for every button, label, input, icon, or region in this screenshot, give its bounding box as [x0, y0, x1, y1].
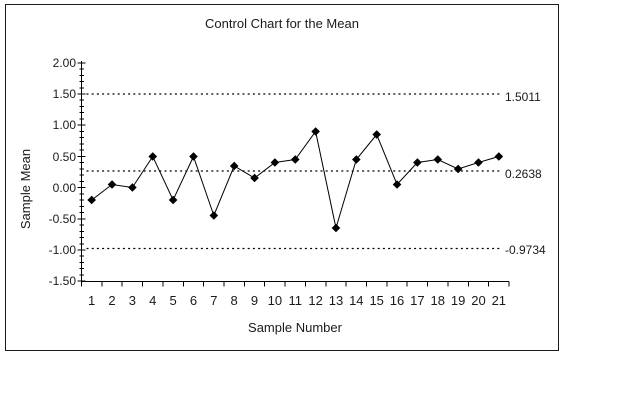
chart-frame: [5, 4, 559, 351]
x-axis-tick-label: 6: [189, 293, 198, 308]
data-point-marker: [209, 211, 219, 220]
x-axis-tick-label: 15: [369, 293, 384, 308]
y-axis-tick-label: 1.50: [52, 87, 76, 101]
data-point-marker: [331, 223, 341, 233]
y-axis-tick-label: 2.00: [52, 56, 76, 70]
x-axis-tick-label: 9: [250, 293, 259, 308]
data-point-marker: [87, 195, 96, 205]
data-point-marker: [270, 158, 280, 167]
data-point-marker: [372, 130, 381, 139]
data-point-marker: [148, 152, 158, 161]
data-point-marker: [433, 155, 443, 164]
data-point-marker: [311, 127, 320, 136]
upper-control-limit-label: 1.5011: [505, 90, 541, 104]
data-point-marker: [413, 158, 422, 167]
x-axis-tick-label: 5: [169, 293, 177, 308]
y-axis-tick-label: 0.50: [52, 149, 76, 164]
data-point-marker: [189, 152, 198, 161]
data-point-marker: [392, 180, 402, 189]
y-axis-tick-label: 1.00: [52, 118, 76, 132]
x-axis-tick-label: 12: [308, 293, 323, 308]
x-axis-tick-label: 17: [410, 293, 425, 308]
data-point-marker: [107, 180, 117, 189]
y-axis-tick-label: -1.00: [48, 243, 76, 257]
data-point-marker: [250, 173, 259, 183]
data-point-marker: [290, 155, 300, 164]
x-axis-tick-label: 10: [267, 293, 283, 308]
x-axis-tick-label: 8: [230, 293, 238, 308]
x-axis-tick-label: 18: [430, 293, 445, 308]
data-point-marker: [128, 183, 137, 192]
data-point-marker: [352, 155, 361, 164]
x-axis-tick-label: 3: [128, 293, 136, 308]
data-point-marker: [474, 158, 483, 167]
x-axis-tick-label: 14: [349, 293, 364, 308]
x-axis-tick-label: 16: [389, 293, 405, 308]
x-axis-tick-label: 11: [288, 293, 303, 308]
data-point-marker: [453, 164, 463, 174]
data-point-marker: [229, 161, 239, 171]
x-axis-title: Sample Number: [248, 320, 342, 335]
y-axis-tick-label: 0.00: [52, 180, 76, 195]
center-line-label: 0.2638: [505, 167, 542, 181]
x-axis-tick-label: 21: [491, 293, 507, 308]
y-axis-tick-label: -1.50: [48, 274, 76, 288]
series-line: [91, 130, 499, 229]
x-axis-tick-label: 2: [108, 293, 116, 308]
x-axis-tick-label: 1: [88, 293, 96, 308]
x-axis-tick-label: 19: [450, 293, 466, 308]
data-point-marker: [494, 152, 504, 161]
lower-control-limit-label: -0.9734: [505, 243, 546, 257]
x-axis-tick-label: 13: [328, 293, 344, 308]
x-axis-tick-label: 4: [149, 293, 157, 308]
data-point-marker: [168, 195, 178, 205]
y-axis-tick-label: -0.50: [48, 212, 76, 226]
chart-title: Control Chart for the Mean: [205, 16, 359, 31]
x-axis-tick-label: 20: [471, 293, 486, 308]
x-axis-tick-label: 7: [210, 293, 218, 308]
